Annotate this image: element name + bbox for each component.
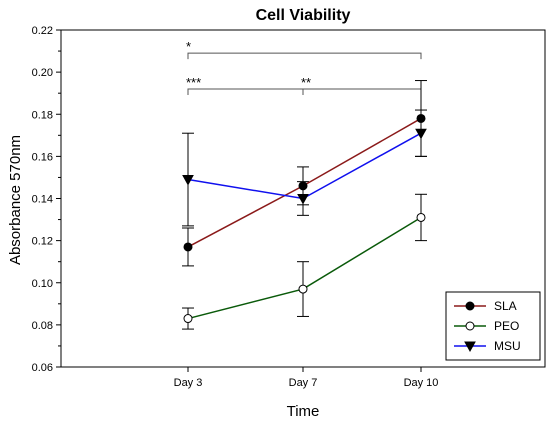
significance-bracket [187, 52, 422, 60]
data-point-sla [298, 181, 308, 191]
data-point-peo [298, 284, 308, 294]
plot-area: 0.06 0.08 0.10 0.12 0.14 0.16 0.18 0.20 0.22 Day … [32, 25, 546, 389]
data-point-msu [182, 175, 194, 186]
y-tick-label: 0.08 [32, 320, 53, 332]
data-point-msu [415, 128, 427, 140]
x-tick-label: Day 3 [174, 377, 203, 389]
legend-marker-sla [465, 301, 475, 311]
legend-label-peo: PEO [494, 319, 519, 333]
y-axis-label: Absorbance 570nm [7, 135, 24, 265]
data-point-peo [183, 314, 193, 324]
y-tick-label: 0.16 [32, 151, 53, 163]
y-tick-label: 0.18 [32, 109, 53, 121]
legend-label-msu: MSU [494, 339, 521, 353]
data-point-msu [297, 194, 309, 205]
significance-label: ** [301, 75, 311, 90]
significance-bracket [302, 88, 422, 95]
x-axis-label: Time [287, 403, 320, 420]
data-point-peo [416, 212, 426, 222]
y-tick-label: 0.06 [32, 362, 53, 374]
series-line-peo [187, 216, 422, 320]
y-tick-label: 0.22 [32, 25, 53, 37]
significance-label: *** [186, 75, 201, 90]
x-tick-label: Day 10 [404, 377, 439, 389]
y-tick-label: 0.12 [32, 236, 53, 248]
legend-label-sla: SLA [494, 299, 517, 313]
x-tick-label: Day 7 [289, 377, 318, 389]
legend-marker-peo [465, 321, 475, 331]
y-tick-label: 0.20 [32, 67, 53, 79]
data-point-sla [416, 113, 426, 123]
legend-marker-msu [464, 341, 476, 353]
y-tick-label: 0.10 [32, 278, 53, 290]
legend: SLA PEO MSU [445, 291, 541, 361]
chart-title: Cell Viability [256, 7, 351, 24]
significance-label: * [186, 39, 191, 54]
y-tick-label: 0.14 [32, 194, 53, 206]
data-point-sla [183, 242, 193, 252]
